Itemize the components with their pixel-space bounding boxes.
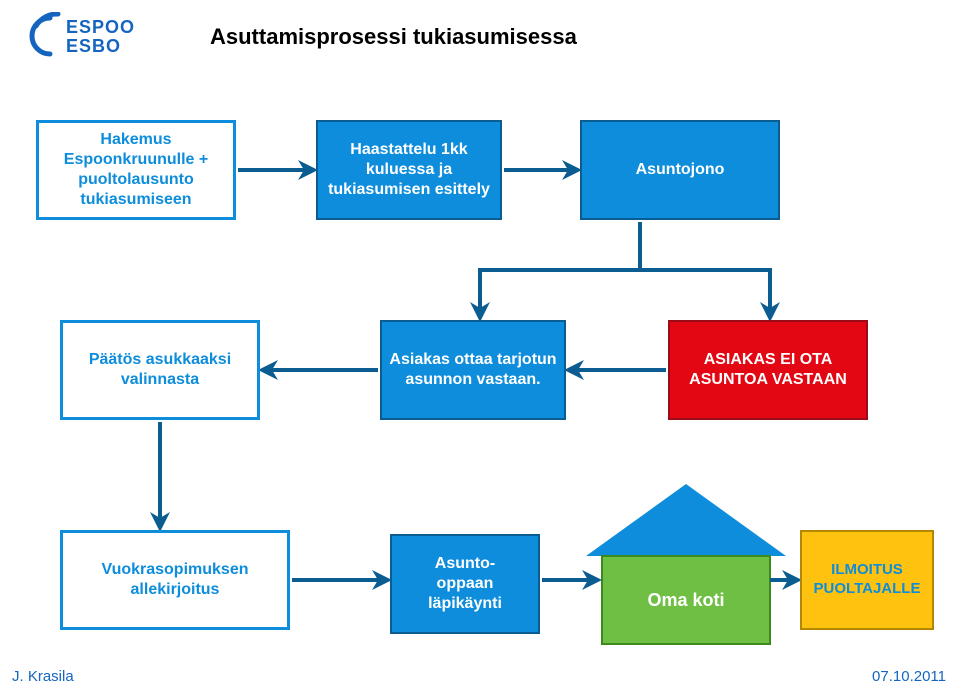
node-n4: Päätös asukkaaksi valinnasta: [60, 320, 260, 420]
node-n1: Hakemus Espoonkruunulle + puoltolausunto…: [36, 120, 236, 220]
node-house: Oma koti: [586, 484, 786, 644]
footer-author: J. Krasila: [12, 668, 74, 685]
node-n2: Haastattelu 1kk kuluessa ja tukiasumisen…: [316, 120, 502, 220]
node-n6: ASIAKAS EI OTA ASUNTOA VASTAAN: [668, 320, 868, 420]
svg-text:Oma koti: Oma koti: [647, 590, 724, 610]
node-n5: Asiakas ottaa tarjotun asunnon vastaan.: [380, 320, 566, 420]
arrow-a3: [480, 222, 640, 318]
node-n3: Asuntojono: [580, 120, 780, 220]
node-n7: Vuokrasopimuksen allekirjoitus: [60, 530, 290, 630]
arrow-a3b: [640, 222, 770, 318]
node-n10: ILMOITUS PUOLTAJALLE: [800, 530, 934, 630]
footer-date: 07.10.2011: [872, 668, 946, 685]
node-n8: Asunto- oppaan läpikäynti: [390, 534, 540, 634]
